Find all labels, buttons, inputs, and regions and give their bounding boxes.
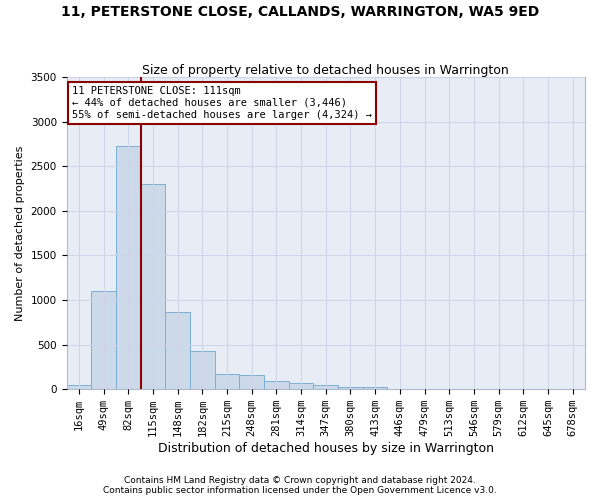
Bar [239,375,264,389]
Bar [215,374,239,389]
Bar [264,381,289,389]
Bar [190,351,215,389]
Title: Size of property relative to detached houses in Warrington: Size of property relative to detached ho… [142,64,509,77]
Bar [165,312,190,389]
Text: 11 PETERSTONE CLOSE: 111sqm
← 44% of detached houses are smaller (3,446)
55% of : 11 PETERSTONE CLOSE: 111sqm ← 44% of det… [72,86,372,120]
Bar [91,291,116,389]
Bar [116,146,140,389]
Y-axis label: Number of detached properties: Number of detached properties [15,146,25,321]
Bar [363,388,388,389]
Bar [313,385,338,389]
X-axis label: Distribution of detached houses by size in Warrington: Distribution of detached houses by size … [158,442,494,455]
Bar [289,384,313,389]
Text: 11, PETERSTONE CLOSE, CALLANDS, WARRINGTON, WA5 9ED: 11, PETERSTONE CLOSE, CALLANDS, WARRINGT… [61,5,539,19]
Bar [67,385,91,389]
Bar [338,386,363,389]
Text: Contains HM Land Registry data © Crown copyright and database right 2024.
Contai: Contains HM Land Registry data © Crown c… [103,476,497,495]
Bar [140,184,165,389]
